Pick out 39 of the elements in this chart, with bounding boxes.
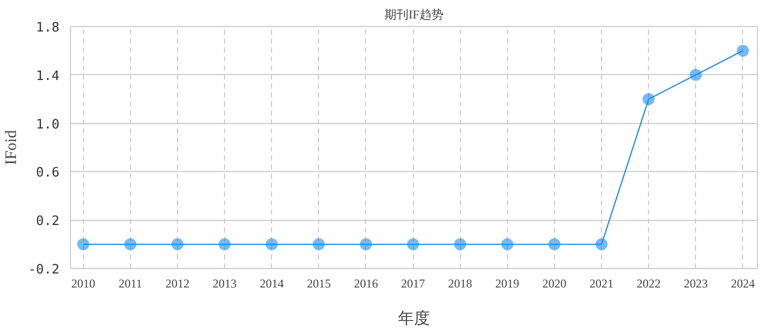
x-tick-label: 2010 — [71, 276, 96, 290]
y-tick-label: 0.6 — [36, 166, 60, 181]
x-tick-label: 2014 — [260, 276, 284, 290]
point — [218, 238, 231, 250]
x-tick-label: 2013 — [212, 276, 237, 290]
point — [360, 238, 372, 250]
x-tick-label: 2023 — [684, 276, 708, 290]
x-tick-label: 2017 — [401, 276, 426, 290]
point — [171, 238, 184, 250]
point — [312, 238, 325, 250]
x-tick-label: 2015 — [306, 276, 331, 290]
point — [596, 238, 608, 250]
x-tick-label: 2012 — [165, 276, 190, 290]
y-axis-title: IFoid — [3, 130, 20, 165]
x-tick-label: 2019 — [495, 276, 520, 290]
x-tick-label: 2018 — [448, 276, 472, 290]
y-tick-label: 1.8 — [36, 20, 60, 36]
x-tick-label: 2016 — [354, 276, 378, 290]
x-tick-label: 2021 — [590, 276, 614, 290]
point — [454, 238, 466, 250]
point — [407, 238, 420, 250]
point — [736, 44, 749, 57]
y-tick-label: 0.2 — [36, 214, 60, 230]
x-tick-label: 2024 — [730, 276, 755, 290]
point — [124, 238, 136, 250]
x-tick-label: 2011 — [118, 276, 142, 290]
x-axis-title: 年度 — [398, 310, 430, 328]
x-tick-label: 2022 — [636, 276, 661, 290]
point — [501, 238, 514, 250]
y-tick-label: 1.0 — [36, 117, 60, 132]
point — [642, 93, 655, 106]
x-tick-label: 2020 — [542, 276, 566, 290]
chart-title: 期刊IF趋势 — [384, 8, 444, 22]
point — [77, 238, 90, 250]
y-tick-label: -0.2 — [28, 262, 60, 278]
point — [690, 68, 702, 81]
point — [548, 238, 560, 250]
y-tick-label: 1.4 — [36, 68, 60, 84]
point — [266, 238, 278, 250]
